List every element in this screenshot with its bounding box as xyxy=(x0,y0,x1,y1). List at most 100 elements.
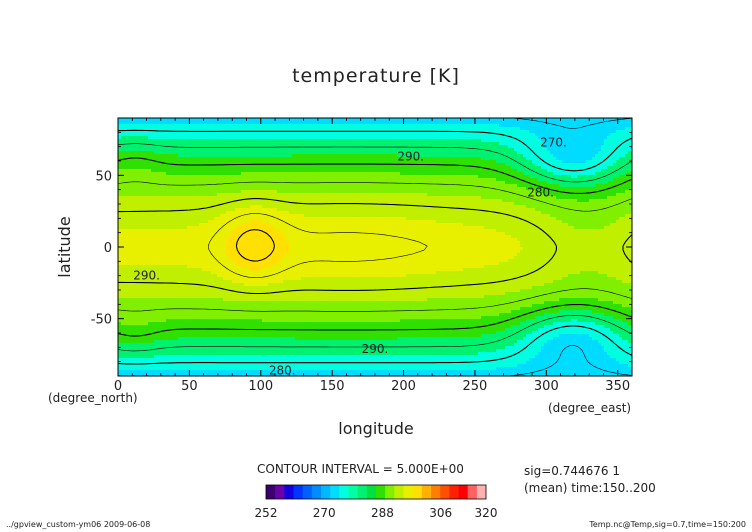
fill-272-277 xyxy=(304,148,308,152)
fill-282-287 xyxy=(283,175,287,179)
fill-277-282 xyxy=(448,160,452,164)
fill-262-267 xyxy=(568,154,572,158)
fill-277-282 xyxy=(151,154,155,158)
fill-262-267 xyxy=(565,154,569,158)
fill-277-282 xyxy=(493,163,497,167)
fill-287-292 xyxy=(328,193,332,197)
fill-277-282 xyxy=(331,169,335,173)
fill-277-282 xyxy=(376,166,380,170)
fill-262-267 xyxy=(544,118,548,122)
fill-287-292 xyxy=(328,199,332,203)
fill-282-287 xyxy=(199,178,203,182)
fill-272-277 xyxy=(256,142,260,146)
fill-262-267 xyxy=(556,154,560,158)
fill-267-272 xyxy=(373,133,377,137)
fill-272-277 xyxy=(391,142,395,146)
fill-282-287 xyxy=(259,175,263,179)
fill-267-272 xyxy=(214,136,218,140)
fill-267-272 xyxy=(241,124,245,128)
fill-287-292 xyxy=(421,196,425,200)
fill-282-287 xyxy=(370,190,374,194)
fill-262-267 xyxy=(559,145,563,149)
fill-277-282 xyxy=(442,169,446,173)
fill-282-287 xyxy=(514,190,518,194)
fill-277-282 xyxy=(556,196,560,200)
fill-267-272 xyxy=(190,127,194,131)
fill-282-287 xyxy=(409,181,413,185)
fill-267-272 xyxy=(526,130,530,134)
fill-267-272 xyxy=(235,124,239,128)
fill-267-272 xyxy=(508,130,512,134)
fill-277-282 xyxy=(382,154,386,158)
fill-287-292 xyxy=(172,199,176,203)
fill-282-287 xyxy=(463,187,467,191)
fill-262-267 xyxy=(574,124,578,128)
fill-287-292 xyxy=(442,199,446,203)
fill-272-277 xyxy=(397,151,401,155)
fill-267-272 xyxy=(427,127,431,131)
fill-267-272 xyxy=(520,148,524,152)
fill-262-267 xyxy=(409,121,413,125)
fill-272-277 xyxy=(625,160,629,164)
fill-277-282 xyxy=(169,163,173,167)
fill-277-282 xyxy=(541,181,545,185)
fill-262-267 xyxy=(592,121,596,125)
plot-area: 270.290.280.290.290.280. xyxy=(117,117,633,377)
fill-272-277 xyxy=(280,154,284,158)
fill-272-277 xyxy=(520,166,524,170)
fill-282-287 xyxy=(319,172,323,176)
fill-262-267 xyxy=(181,121,185,125)
fill-272-277 xyxy=(415,151,419,155)
fill-267-272 xyxy=(487,133,491,137)
fill-282-287 xyxy=(595,199,599,203)
fill-277-282 xyxy=(337,154,341,158)
fill-287-292 xyxy=(448,196,452,200)
fill-272-277 xyxy=(607,169,611,173)
fill-277-282 xyxy=(199,166,203,170)
fill-277-282 xyxy=(223,172,227,176)
fill-267-272 xyxy=(604,139,608,143)
fill-287-292 xyxy=(307,199,311,203)
fill-262-267 xyxy=(532,124,536,128)
fill-282-287 xyxy=(511,196,515,200)
fill-282-287 xyxy=(412,184,416,188)
fill-272-277 xyxy=(502,160,506,164)
fill-262-267 xyxy=(559,121,563,125)
fill-282-287 xyxy=(526,190,530,194)
fill-262-267 xyxy=(586,127,590,131)
fill-277-282 xyxy=(379,169,383,173)
fill-277-282 xyxy=(466,169,470,173)
fill-267-272 xyxy=(172,124,176,128)
fill-267-272 xyxy=(340,133,344,137)
fill-262-267 xyxy=(466,118,470,122)
fill-282-287 xyxy=(604,202,608,206)
fill-272-277 xyxy=(196,145,200,149)
fill-267-272 xyxy=(625,142,629,146)
fill-267-272 xyxy=(598,169,602,173)
fill-277-282 xyxy=(373,166,377,170)
fill-282-287 xyxy=(484,196,488,200)
fill-277-282 xyxy=(274,160,278,164)
fill-267-272 xyxy=(364,127,368,131)
fill-287-292 xyxy=(385,196,389,200)
fill-272-277 xyxy=(343,151,347,155)
fill-272-277 xyxy=(532,172,536,176)
fill-272-277 xyxy=(412,148,416,152)
fill-282-287 xyxy=(244,172,248,176)
fill-262-267 xyxy=(583,127,587,131)
fill-272-277 xyxy=(436,154,440,158)
fill-282-287 xyxy=(163,181,167,185)
fill-272-277 xyxy=(163,139,167,143)
fill-267-272 xyxy=(130,127,134,131)
fill-282-287 xyxy=(349,172,353,176)
fill-262-267 xyxy=(124,121,128,125)
fill-262-267 xyxy=(604,118,608,122)
fill-262-267 xyxy=(295,121,299,125)
fill-272-277 xyxy=(574,184,578,188)
fill-267-272 xyxy=(205,133,209,137)
fill-267-272 xyxy=(241,136,245,140)
fill-272-277 xyxy=(358,139,362,143)
fill-267-272 xyxy=(199,133,203,137)
fill-267-272 xyxy=(136,133,140,137)
fill-272-277 xyxy=(616,169,620,173)
